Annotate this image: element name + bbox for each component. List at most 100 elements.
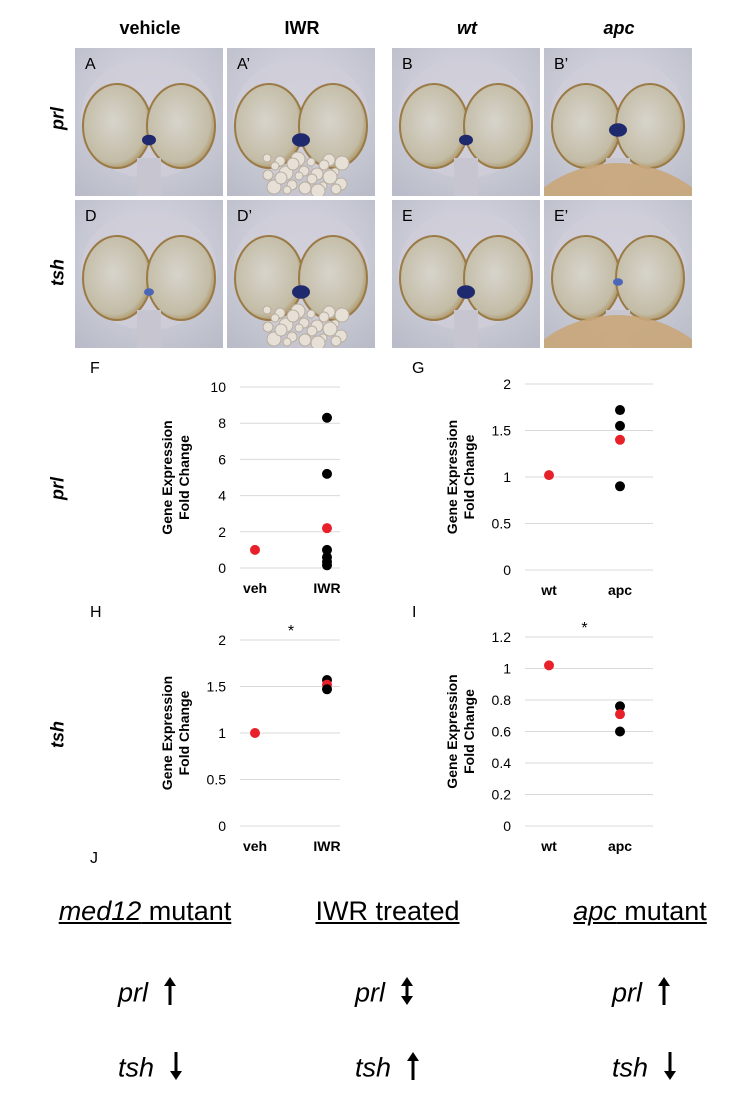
arrow-down-icon xyxy=(168,1050,184,1089)
x-category-label: IWR xyxy=(313,838,340,854)
micrograph-panel: A xyxy=(75,48,223,196)
data-point xyxy=(322,560,332,571)
y-axis-label: Gene ExpressionFold Change xyxy=(444,674,477,788)
y-tick-label: 0.8 xyxy=(492,692,512,708)
panel-label: D xyxy=(85,208,97,225)
data-point xyxy=(615,701,625,712)
y-tick-label: 0 xyxy=(218,818,226,834)
data-point xyxy=(544,470,554,481)
panel-label: B xyxy=(402,56,413,73)
y-axis-label: Gene ExpressionFold Change xyxy=(159,676,192,790)
row-header-tsh: tsh xyxy=(47,259,68,286)
panel-label: B’ xyxy=(554,56,569,73)
summary-gene-label: prl xyxy=(612,977,643,1008)
data-point xyxy=(322,412,332,423)
y-tick-label: 0.6 xyxy=(492,724,512,740)
data-point xyxy=(615,726,625,737)
y-axis-label: Gene ExpressionFold Change xyxy=(159,420,192,534)
data-point xyxy=(322,523,332,534)
column-header-iwr: IWR xyxy=(284,18,320,38)
column-header-apc: apc xyxy=(603,18,635,38)
micrograph-panel: B xyxy=(392,48,540,196)
summary-gene-label: prl xyxy=(118,977,149,1008)
x-category-label: veh xyxy=(243,838,267,854)
summary-gene-prl: prl xyxy=(355,975,415,1014)
summary-gene-label: tsh xyxy=(355,1052,392,1083)
summary-gene-prl: prl xyxy=(118,975,178,1014)
micrograph-panel: D’ xyxy=(227,200,375,348)
y-tick-label: 10 xyxy=(210,379,226,395)
panel-label: A’ xyxy=(237,56,251,73)
summary-title-apc-rest: mutant xyxy=(616,896,707,926)
data-point xyxy=(322,544,332,555)
micrograph-panel: B’ xyxy=(544,48,692,196)
significance-marker: * xyxy=(288,623,294,640)
x-category-label: veh xyxy=(243,580,267,596)
x-category-label: wt xyxy=(540,838,557,854)
panel-label: E’ xyxy=(554,208,569,225)
panel-label: E xyxy=(402,208,413,225)
x-category-label: apc xyxy=(608,582,632,598)
summary-title-iwr-rest: IWR treated xyxy=(315,896,460,926)
y-tick-label: 1 xyxy=(218,725,226,741)
y-tick-label: 0.4 xyxy=(492,755,512,771)
arrow-up-icon xyxy=(405,1050,421,1089)
summary-gene-tsh: tsh xyxy=(355,1050,421,1089)
summary-title-apc: apc mutant xyxy=(555,896,725,927)
panel-label-g: G xyxy=(412,360,425,377)
chart-row-label-tsh: tsh xyxy=(47,721,68,748)
y-tick-label: 1 xyxy=(503,661,511,677)
x-category-label: wt xyxy=(540,582,557,598)
summary-title-med12-italic: med12 xyxy=(58,896,142,926)
summary-gene-label: prl xyxy=(355,977,386,1008)
chart-h: 0 0.5 1 1.5 2 Gene ExpressionFold Change veh IW… xyxy=(159,623,341,854)
data-point xyxy=(615,434,625,445)
y-tick-label: 1 xyxy=(503,469,511,485)
panel-label-j: J xyxy=(90,850,98,867)
column-header-vehicle: vehicle xyxy=(119,18,181,38)
micrograph-panel: E’ xyxy=(544,200,692,348)
y-tick-label: 1.2 xyxy=(492,629,512,645)
summary-gene-label: tsh xyxy=(612,1052,649,1083)
x-category-label: apc xyxy=(608,838,632,854)
y-tick-label: 2 xyxy=(218,632,226,648)
row-header-prl: prl xyxy=(47,107,68,131)
y-tick-label: 0.5 xyxy=(207,772,227,788)
summary-title-med12: med12 mutant xyxy=(40,896,250,927)
data-point xyxy=(615,709,625,720)
y-tick-label: 0 xyxy=(503,818,511,834)
arrow-down-icon xyxy=(662,1050,678,1089)
y-axis-label: Gene ExpressionFold Change xyxy=(444,420,477,534)
chart-f: 0 2 4 6 8 10 Gene ExpressionFold Change veh IWR xyxy=(159,379,341,596)
y-tick-label: 1.5 xyxy=(492,423,512,439)
data-point xyxy=(544,660,554,671)
x-category-label: IWR xyxy=(313,580,340,596)
panel-label: D’ xyxy=(237,208,253,225)
y-tick-label: 0 xyxy=(218,560,226,576)
summary-gene-label: tsh xyxy=(118,1052,155,1083)
y-tick-label: 1.5 xyxy=(207,679,227,695)
data-point xyxy=(322,684,332,695)
micrograph-panel: A’ xyxy=(227,48,375,196)
y-tick-label: 2 xyxy=(218,524,226,540)
y-tick-label: 8 xyxy=(218,415,226,431)
arrow-up-icon xyxy=(162,975,178,1014)
data-point xyxy=(615,405,625,416)
micrograph-panel: E xyxy=(392,200,540,348)
summary-gene-prl: prl xyxy=(612,975,672,1014)
panel-label-i: I xyxy=(412,604,417,621)
column-header-wt: wt xyxy=(457,18,477,38)
significance-marker: * xyxy=(581,620,587,637)
data-point xyxy=(615,420,625,431)
chart-g: 0 0.5 1 1.5 2 Gene ExpressionFold Change wt apc xyxy=(444,376,653,598)
y-tick-label: 0 xyxy=(503,562,511,578)
summary-title-apc-italic: apc xyxy=(573,896,617,926)
arrow-up-icon xyxy=(656,975,672,1014)
arrow-both-icon xyxy=(399,975,415,1014)
data-point xyxy=(250,544,260,555)
panel-label: A xyxy=(85,56,96,73)
y-tick-label: 2 xyxy=(503,376,511,392)
summary-gene-tsh: tsh xyxy=(612,1050,678,1089)
summary-title-iwr: IWR treated xyxy=(295,896,480,927)
panel-label-h: H xyxy=(90,604,102,621)
